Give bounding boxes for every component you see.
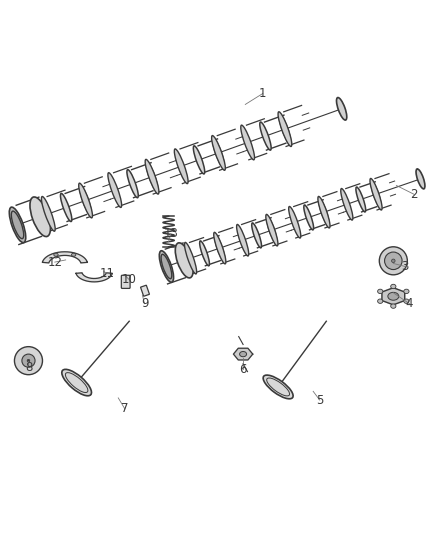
Ellipse shape: [127, 169, 138, 198]
Ellipse shape: [175, 243, 193, 278]
Bar: [141, 285, 149, 296]
Ellipse shape: [146, 163, 158, 191]
Ellipse shape: [378, 299, 383, 303]
Ellipse shape: [193, 146, 205, 174]
Ellipse shape: [241, 125, 254, 160]
FancyBboxPatch shape: [121, 275, 130, 288]
Ellipse shape: [260, 122, 271, 150]
Ellipse shape: [278, 112, 292, 147]
Ellipse shape: [174, 149, 188, 184]
Ellipse shape: [263, 375, 293, 399]
Ellipse shape: [79, 183, 92, 218]
Ellipse shape: [385, 252, 402, 270]
Ellipse shape: [279, 115, 290, 143]
Ellipse shape: [42, 197, 55, 231]
Ellipse shape: [240, 351, 247, 357]
Ellipse shape: [62, 369, 92, 396]
Ellipse shape: [404, 289, 409, 294]
Text: 2: 2: [410, 188, 418, 201]
Ellipse shape: [318, 197, 330, 228]
Ellipse shape: [60, 193, 72, 222]
Ellipse shape: [14, 346, 42, 375]
Ellipse shape: [289, 206, 301, 238]
Ellipse shape: [200, 241, 209, 266]
Ellipse shape: [11, 211, 24, 239]
Ellipse shape: [391, 284, 396, 289]
Polygon shape: [233, 348, 253, 360]
Ellipse shape: [378, 289, 383, 294]
Polygon shape: [382, 288, 405, 305]
Ellipse shape: [159, 251, 173, 282]
Ellipse shape: [71, 253, 76, 256]
Ellipse shape: [54, 253, 58, 256]
Ellipse shape: [391, 304, 396, 308]
Text: 12: 12: [47, 256, 62, 269]
Text: 13: 13: [163, 227, 178, 240]
Ellipse shape: [9, 207, 26, 243]
Ellipse shape: [30, 197, 50, 237]
Ellipse shape: [145, 159, 159, 194]
Ellipse shape: [184, 243, 197, 274]
Text: 5: 5: [316, 393, 323, 407]
Text: 6: 6: [239, 363, 247, 376]
Ellipse shape: [370, 179, 382, 210]
Ellipse shape: [213, 139, 224, 167]
Ellipse shape: [252, 223, 261, 248]
Ellipse shape: [416, 169, 425, 189]
Ellipse shape: [388, 292, 399, 300]
Text: 1: 1: [259, 87, 267, 100]
Ellipse shape: [371, 182, 381, 207]
Ellipse shape: [267, 217, 277, 243]
Ellipse shape: [341, 189, 353, 220]
Polygon shape: [42, 252, 87, 263]
Polygon shape: [76, 273, 112, 282]
Ellipse shape: [304, 205, 314, 230]
Text: 3: 3: [402, 260, 409, 273]
Text: 8: 8: [25, 361, 32, 374]
Ellipse shape: [108, 173, 122, 207]
Text: 11: 11: [100, 266, 115, 280]
Ellipse shape: [319, 200, 329, 224]
Text: 10: 10: [122, 273, 137, 286]
Ellipse shape: [215, 236, 225, 261]
Ellipse shape: [237, 224, 249, 256]
Ellipse shape: [266, 214, 278, 246]
Ellipse shape: [212, 135, 225, 170]
Ellipse shape: [336, 98, 347, 120]
Ellipse shape: [214, 232, 226, 264]
Ellipse shape: [356, 187, 366, 212]
Ellipse shape: [392, 259, 395, 263]
Text: 7: 7: [121, 402, 129, 415]
Text: 4: 4: [406, 297, 413, 310]
Ellipse shape: [379, 247, 407, 275]
Text: 9: 9: [141, 297, 148, 310]
Ellipse shape: [27, 359, 30, 362]
Ellipse shape: [161, 254, 172, 279]
Ellipse shape: [80, 187, 91, 215]
Ellipse shape: [404, 299, 409, 303]
Ellipse shape: [22, 354, 35, 367]
